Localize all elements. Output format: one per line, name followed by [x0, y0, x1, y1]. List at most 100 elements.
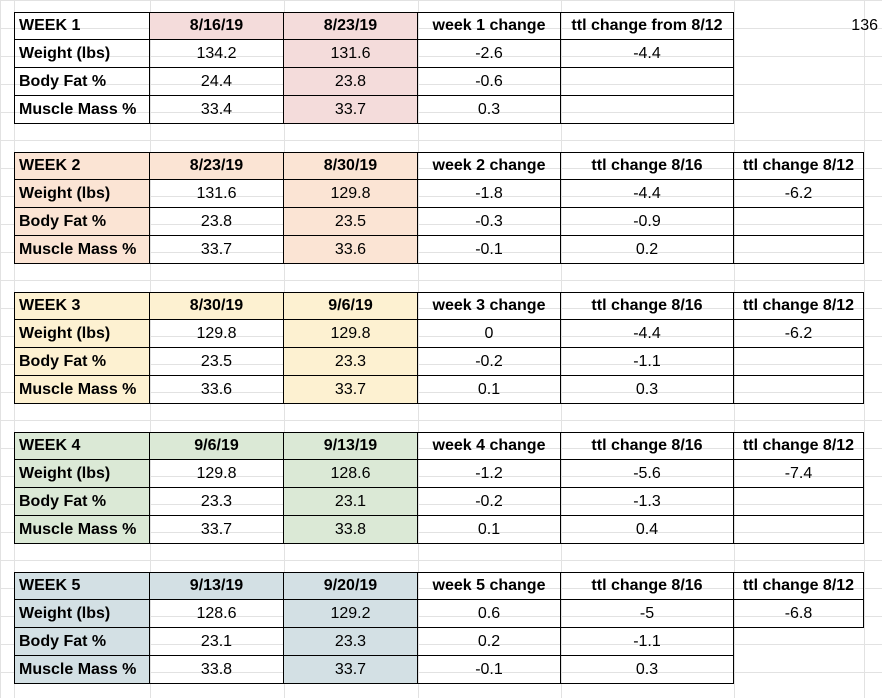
- value-cell[interactable]: 33.7: [150, 516, 284, 544]
- value-cell[interactable]: 129.8: [284, 320, 418, 348]
- metric-label-cell[interactable]: Muscle Mass %: [14, 236, 150, 264]
- empty-cell[interactable]: [734, 656, 864, 684]
- change-cell[interactable]: -0.1: [418, 656, 561, 684]
- total-change-cell[interactable]: -7.4: [734, 460, 864, 488]
- total-change-cell[interactable]: 0.3: [561, 376, 734, 404]
- side-value-cell[interactable]: 136: [851, 17, 878, 34]
- change-cell[interactable]: -1.2: [418, 460, 561, 488]
- metric-label-cell[interactable]: Weight (lbs): [14, 320, 150, 348]
- value-cell[interactable]: 129.8: [150, 320, 284, 348]
- week-change-header[interactable]: week 2 change: [418, 152, 561, 180]
- start-date-cell[interactable]: 8/30/19: [150, 292, 284, 320]
- week-label-cell[interactable]: WEEK 4: [14, 432, 150, 460]
- change-cell[interactable]: -1.8: [418, 180, 561, 208]
- metric-label-cell[interactable]: Weight (lbs): [14, 460, 150, 488]
- metric-label-cell[interactable]: Muscle Mass %: [14, 376, 150, 404]
- metric-label-cell[interactable]: Muscle Mass %: [14, 96, 150, 124]
- end-date-cell[interactable]: 8/30/19: [284, 152, 418, 180]
- value-cell[interactable]: 23.3: [284, 628, 418, 656]
- total-change-cell[interactable]: -6.2: [734, 180, 864, 208]
- week-label-cell[interactable]: WEEK 1: [14, 12, 150, 40]
- total-change-cell[interactable]: -0.9: [561, 208, 734, 236]
- change-cell[interactable]: -0.3: [418, 208, 561, 236]
- week-label-cell[interactable]: WEEK 2: [14, 152, 150, 180]
- total-change-header[interactable]: ttl change 8/16: [561, 432, 734, 460]
- end-date-cell[interactable]: 8/23/19: [284, 12, 418, 40]
- change-cell[interactable]: 0.6: [418, 600, 561, 628]
- change-cell[interactable]: 0.1: [418, 376, 561, 404]
- value-cell[interactable]: 33.8: [150, 656, 284, 684]
- total-change-cell[interactable]: -1.1: [561, 348, 734, 376]
- start-date-cell[interactable]: 9/6/19: [150, 432, 284, 460]
- metric-label-cell[interactable]: Body Fat %: [14, 68, 150, 96]
- value-cell[interactable]: 23.3: [284, 348, 418, 376]
- total-change-cell[interactable]: [561, 96, 734, 124]
- total-change-cell[interactable]: -5: [561, 600, 734, 628]
- total-change-cell[interactable]: -4.4: [561, 40, 734, 68]
- total-change-cell[interactable]: -6.8: [734, 600, 864, 628]
- total-change-header[interactable]: ttl change 8/16: [561, 572, 734, 600]
- change-cell[interactable]: -0.2: [418, 488, 561, 516]
- week-change-header[interactable]: week 3 change: [418, 292, 561, 320]
- metric-label-cell[interactable]: Weight (lbs): [14, 180, 150, 208]
- change-cell[interactable]: -0.2: [418, 348, 561, 376]
- value-cell[interactable]: 23.1: [150, 628, 284, 656]
- metric-label-cell[interactable]: Body Fat %: [14, 488, 150, 516]
- week-change-header[interactable]: week 5 change: [418, 572, 561, 600]
- metric-label-cell[interactable]: Muscle Mass %: [14, 656, 150, 684]
- end-date-cell[interactable]: 9/20/19: [284, 572, 418, 600]
- total-change-cell[interactable]: -4.4: [561, 320, 734, 348]
- total-change-header[interactable]: ttl change from 8/12: [561, 12, 734, 40]
- metric-label-cell[interactable]: Body Fat %: [14, 628, 150, 656]
- change-cell[interactable]: 0: [418, 320, 561, 348]
- empty-cell[interactable]: [734, 628, 864, 656]
- total-change-cell[interactable]: [734, 488, 864, 516]
- total-change-cell[interactable]: [561, 68, 734, 96]
- total-change-header[interactable]: ttl change 8/16: [561, 152, 734, 180]
- value-cell[interactable]: 33.8: [284, 516, 418, 544]
- value-cell[interactable]: 33.7: [150, 236, 284, 264]
- metric-label-cell[interactable]: Body Fat %: [14, 348, 150, 376]
- value-cell[interactable]: 129.8: [150, 460, 284, 488]
- week-label-cell[interactable]: WEEK 5: [14, 572, 150, 600]
- total-change-cell[interactable]: -1.3: [561, 488, 734, 516]
- value-cell[interactable]: 128.6: [284, 460, 418, 488]
- total-change-cell[interactable]: [734, 516, 864, 544]
- total-change-cell[interactable]: 0.4: [561, 516, 734, 544]
- change-cell[interactable]: -0.6: [418, 68, 561, 96]
- total-change-header[interactable]: ttl change 8/12: [734, 152, 864, 180]
- change-cell[interactable]: 0.1: [418, 516, 561, 544]
- total-change-cell[interactable]: 0.3: [561, 656, 734, 684]
- value-cell[interactable]: 33.7: [284, 656, 418, 684]
- total-change-cell[interactable]: [734, 376, 864, 404]
- metric-label-cell[interactable]: Weight (lbs): [14, 40, 150, 68]
- value-cell[interactable]: 33.6: [284, 236, 418, 264]
- start-date-cell[interactable]: 9/13/19: [150, 572, 284, 600]
- total-change-cell[interactable]: -6.2: [734, 320, 864, 348]
- start-date-cell[interactable]: 8/16/19: [150, 12, 284, 40]
- total-change-cell[interactable]: -1.1: [561, 628, 734, 656]
- value-cell[interactable]: 128.6: [150, 600, 284, 628]
- end-date-cell[interactable]: 9/6/19: [284, 292, 418, 320]
- total-change-cell[interactable]: [734, 348, 864, 376]
- value-cell[interactable]: 23.8: [150, 208, 284, 236]
- total-change-cell[interactable]: 0.2: [561, 236, 734, 264]
- metric-label-cell[interactable]: Weight (lbs): [14, 600, 150, 628]
- total-change-header[interactable]: ttl change 8/12: [734, 432, 864, 460]
- total-change-header[interactable]: ttl change 8/16: [561, 292, 734, 320]
- value-cell[interactable]: 33.4: [150, 96, 284, 124]
- value-cell[interactable]: 33.7: [284, 96, 418, 124]
- value-cell[interactable]: 33.7: [284, 376, 418, 404]
- week-change-header[interactable]: week 4 change: [418, 432, 561, 460]
- value-cell[interactable]: 33.6: [150, 376, 284, 404]
- end-date-cell[interactable]: 9/13/19: [284, 432, 418, 460]
- value-cell[interactable]: 131.6: [150, 180, 284, 208]
- value-cell[interactable]: 23.5: [284, 208, 418, 236]
- value-cell[interactable]: 23.8: [284, 68, 418, 96]
- change-cell[interactable]: 0.3: [418, 96, 561, 124]
- change-cell[interactable]: 0.2: [418, 628, 561, 656]
- value-cell[interactable]: 131.6: [284, 40, 418, 68]
- total-change-header[interactable]: ttl change 8/12: [734, 292, 864, 320]
- total-change-cell[interactable]: [734, 236, 864, 264]
- value-cell[interactable]: 23.3: [150, 488, 284, 516]
